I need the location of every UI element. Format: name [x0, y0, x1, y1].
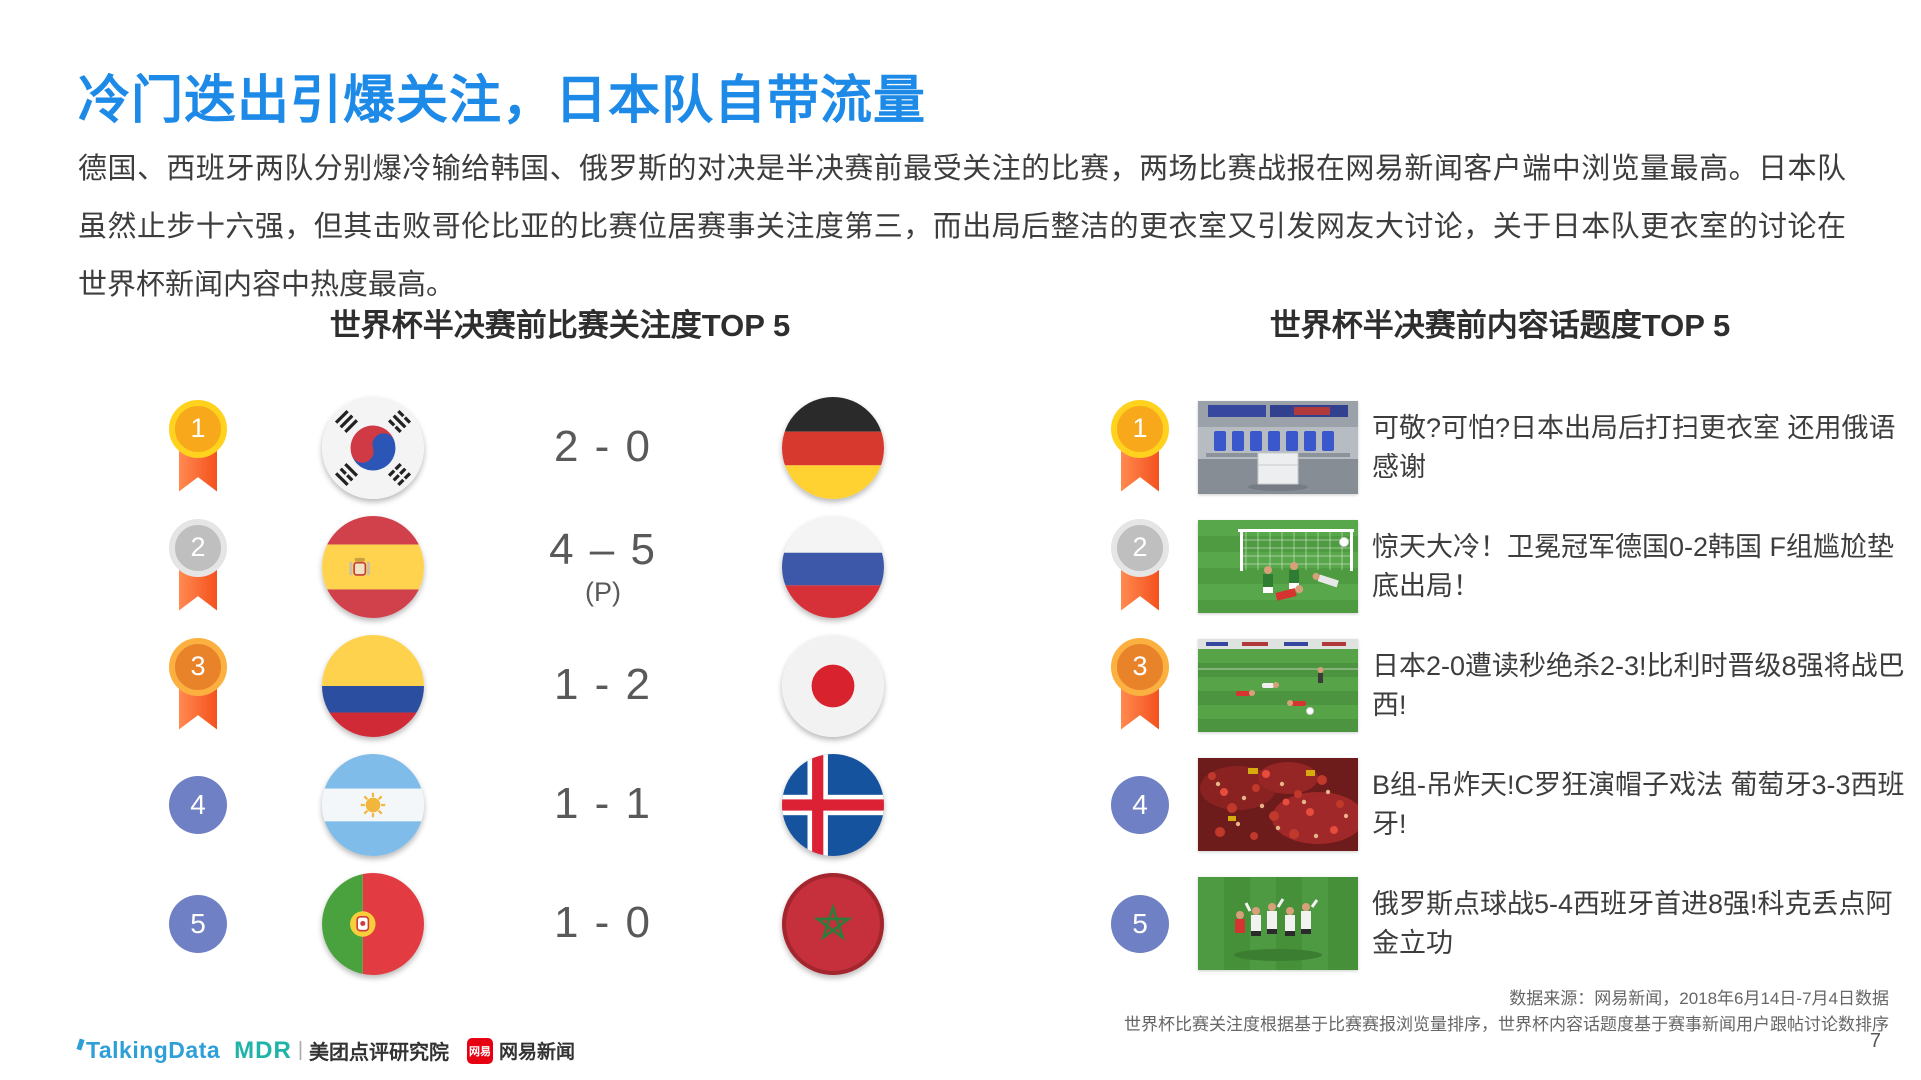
gold-medal-icon: 1 [169, 399, 227, 496]
russia-spain-celebration-photo [1198, 877, 1358, 970]
match-score: 1 - 1 [553, 778, 653, 828]
page-title: 冷门迭出引爆关注，日本队自带流量 [78, 72, 927, 130]
match-row: 5 1 - 0 [128, 864, 992, 983]
left-panel-title: 世界杯半决赛前比赛关注度TOP 5 [329, 308, 791, 343]
rank-badge: 5 [169, 894, 227, 953]
footer-logos: TalkingData MDR | 美团点评研究院 网易 网易新闻 [76, 1036, 576, 1065]
match-row: 3 1 - 2 [128, 626, 992, 745]
netease-app-icon: 网易 [467, 1037, 494, 1064]
rank-badge: 4 [169, 775, 227, 834]
silver-medal-icon: 2 [1111, 518, 1169, 615]
rank-badge: 4 [1111, 775, 1169, 834]
news-headline: 俄罗斯点球战5-4西班牙首进8强!科克丢点阿金立功 [1372, 888, 1893, 958]
right-panel-title: 世界杯半决赛前内容话题度TOP 5 [1269, 308, 1731, 343]
meituan-dianping-institute-logo: 美团点评研究院 [309, 1042, 450, 1064]
bronze-medal-icon: 3 [1111, 637, 1169, 734]
spain-flag-icon [322, 515, 424, 618]
talkingdata-logo: TalkingData [86, 1037, 221, 1063]
portugal-flag-icon [322, 872, 424, 975]
news-item: 3 日本2-0遭读秒绝杀2-3!比利时晋级8强将战巴西! [1090, 626, 1910, 745]
morocco-flag-icon [782, 872, 884, 975]
data-source-line1: 数据来源：网易新闻，2018年6月14日-7月4日数据 [1509, 989, 1889, 1008]
iceland-flag-icon [782, 753, 884, 856]
bronze-medal-icon: 3 [169, 637, 227, 734]
rank-number: 2 [169, 518, 227, 577]
south-korea-flag-icon [322, 396, 424, 499]
match-score: 4 – 5 [549, 525, 657, 574]
match-score: 1 - 0 [553, 897, 653, 947]
mdr-logo: MDR [234, 1036, 292, 1064]
score-note: (P) [585, 577, 621, 607]
colombia-flag-icon [322, 634, 424, 737]
gold-medal-icon: 1 [1111, 399, 1169, 496]
rank-number: 1 [1111, 399, 1169, 458]
page-number: 7 [1869, 1030, 1881, 1052]
argentina-flag-icon [322, 753, 424, 856]
news-list: 1 可敬?可怕?日本出局后打扫更衣室 还用俄语感谢 [1090, 388, 1910, 983]
data-source-line2: 世界杯比赛关注度根据基于比赛赛报浏览量排序，世界杯内容话题度基于赛事新闻用户跟帖… [1124, 1015, 1889, 1034]
russia-flag-icon [782, 515, 884, 618]
news-headline: 惊天大冷！卫冕冠军德国0-2韩国 F组尴尬垫底出局！ [1372, 531, 1895, 601]
logo-divider: | [297, 1039, 304, 1061]
rank-number: 3 [1111, 637, 1169, 696]
rank-badge: 5 [1111, 894, 1169, 953]
japan-belgium-pitch-photo [1198, 639, 1358, 732]
rank-number: 1 [169, 399, 227, 458]
rank-number: 3 [169, 637, 227, 696]
news-headline: B组-吊炸天!C罗狂演帽子戏法 葡萄牙3-3西班牙! [1372, 769, 1905, 839]
news-item: 5 俄罗斯点球战5-4西班牙首进8强!科克丢点阿金立功 [1090, 864, 1910, 983]
intro-paragraph: 德国、西班牙两队分别爆冷输给韩国、俄罗斯的对决是半决赛前最受关注的比赛，两场比赛… [78, 153, 1846, 301]
match-list: 1 [128, 388, 992, 983]
portugal-spain-fans-photo [1198, 758, 1358, 851]
germany-korea-goal-photo [1198, 520, 1358, 613]
news-item: 1 可敬?可怕?日本出局后打扫更衣室 还用俄语感谢 [1090, 388, 1910, 507]
match-score: 1 - 2 [553, 659, 653, 709]
news-item: 2 惊天大冷！卫冕冠军德国0-2韩国 F组尴尬垫底出局！ [1090, 507, 1910, 626]
silver-medal-icon: 2 [169, 518, 227, 615]
talkingdata-tick-icon [76, 1038, 85, 1051]
data-source-note: 数据来源：网易新闻，2018年6月14日-7月4日数据 世界杯比赛关注度根据基于… [1124, 986, 1889, 1038]
japan-flag-icon [782, 634, 884, 737]
rank-number: 2 [1111, 518, 1169, 577]
match-score: 2 - 0 [553, 421, 653, 471]
japan-locker-room-photo [1198, 401, 1358, 494]
match-row: 4 1 - 1 [128, 745, 992, 864]
netease-news-logo: 网易新闻 [499, 1042, 576, 1063]
match-row: 1 [128, 388, 992, 507]
match-row: 2 4 – 5 (P) [128, 507, 992, 626]
news-item: 4 B组-吊炸天!C罗狂演帽子戏法 葡萄牙3-3西班牙! [1090, 745, 1910, 864]
news-headline: 可敬?可怕?日本出局后打扫更衣室 还用俄语感谢 [1372, 412, 1896, 482]
germany-flag-icon [782, 396, 884, 499]
news-headline: 日本2-0遭读秒绝杀2-3!比利时晋级8强将战巴西! [1372, 650, 1905, 720]
